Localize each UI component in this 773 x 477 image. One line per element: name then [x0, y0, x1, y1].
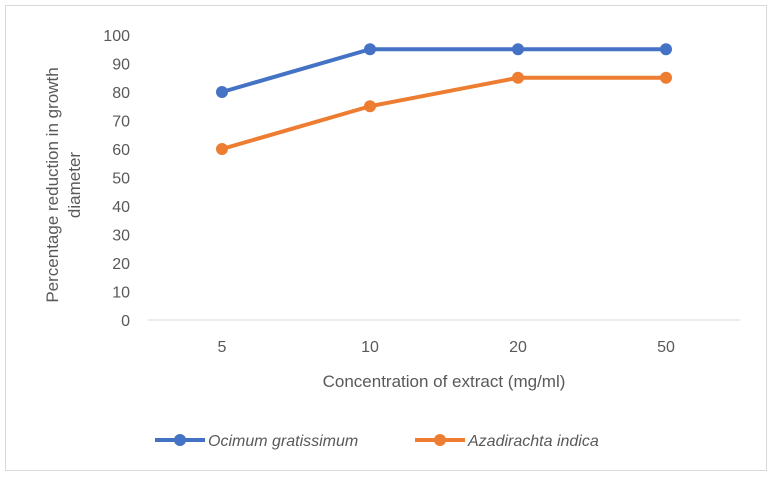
series-line [221, 75, 666, 151]
data-point [660, 71, 672, 84]
y-axis-label-line1: Percentage reduction in growth [43, 67, 62, 302]
legend-item: Azadirachta indica [415, 433, 599, 450]
x-tick-label: 5 [218, 339, 227, 356]
y-axis-label-line2: diameter [65, 152, 84, 218]
legend-marker-icon [434, 434, 446, 446]
series-0 [216, 43, 672, 98]
y-tick-label: 40 [112, 199, 130, 216]
legend-label: Azadirachta indica [467, 433, 599, 450]
y-tick-label: 80 [112, 85, 130, 102]
data-point [364, 43, 376, 56]
y-tick-label: 10 [112, 285, 130, 302]
legend-marker-icon [174, 434, 186, 446]
y-tick-label: 60 [112, 142, 130, 159]
legend-item: Ocimum gratissimum [155, 433, 358, 450]
y-tick-label: 30 [112, 228, 130, 245]
y-tick-label: 90 [112, 57, 130, 74]
data-point [216, 86, 228, 98]
x-tick-label: 10 [361, 339, 379, 356]
data-point [512, 71, 524, 84]
x-axis-label: Concentration of extract (mg/ml) [323, 372, 566, 391]
data-point [512, 43, 524, 56]
series-1 [216, 71, 672, 155]
y-tick-label: 70 [112, 114, 130, 131]
x-tick-label: 20 [509, 339, 527, 356]
y-tick-label: 100 [103, 28, 130, 45]
data-point [364, 100, 376, 113]
y-tick-label: 0 [121, 313, 130, 330]
data-point [660, 43, 672, 56]
x-tick-label: 50 [657, 339, 675, 356]
legend-label: Ocimum gratissimum [208, 433, 358, 450]
data-point [216, 143, 228, 155]
y-tick-label: 50 [112, 171, 130, 188]
y-tick-label: 20 [112, 256, 130, 273]
legend: Ocimum gratissimum Azadirachta indica [155, 433, 599, 450]
chart-border [5, 5, 767, 471]
series-line [221, 47, 666, 94]
